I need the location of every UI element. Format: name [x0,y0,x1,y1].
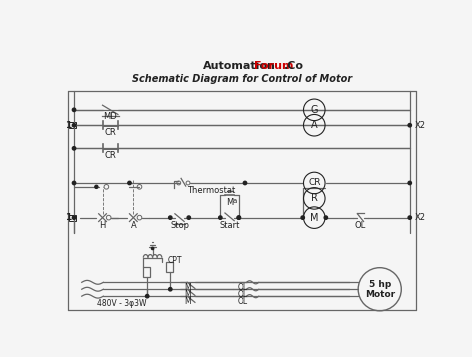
Circle shape [152,247,154,250]
Text: OL: OL [237,283,247,292]
Text: G: G [311,105,318,115]
Text: CPT: CPT [168,256,183,265]
Circle shape [301,216,304,219]
Text: 480V - 3φ3W: 480V - 3φ3W [97,300,147,308]
Circle shape [95,185,98,188]
Circle shape [324,216,328,219]
Circle shape [145,295,149,298]
Text: .Co: .Co [284,61,303,71]
Text: OL: OL [355,221,366,230]
Text: Forum: Forum [254,61,294,71]
Text: CR: CR [104,151,116,160]
Circle shape [237,216,241,219]
Circle shape [408,124,412,127]
Bar [167,262,173,272]
Text: CR: CR [308,178,320,187]
Text: A: A [311,120,318,130]
Circle shape [72,108,76,111]
Circle shape [128,181,131,185]
Circle shape [72,216,76,219]
Text: 5 hp
Motor: 5 hp Motor [365,280,395,299]
Text: M: M [184,290,191,299]
Circle shape [219,216,222,219]
Circle shape [72,147,76,150]
Text: OL: OL [237,290,247,299]
Circle shape [237,216,241,219]
Text: MD: MD [103,112,117,121]
Circle shape [72,181,76,185]
Circle shape [408,181,412,185]
Text: Automation: Automation [202,61,276,71]
Text: M: M [310,213,319,223]
Text: H: H [99,221,106,230]
Text: OL: OL [237,297,247,306]
Text: Thermostat: Thermostat [187,186,236,195]
Circle shape [243,181,247,185]
Circle shape [187,216,191,219]
Text: A: A [130,221,136,230]
Circle shape [169,216,172,219]
Bar [143,267,150,277]
Text: a: a [233,198,237,204]
Text: M: M [184,283,191,292]
Text: CR: CR [104,128,116,137]
Text: 1: 1 [65,121,71,130]
Text: R: R [311,193,318,203]
Text: 1: 1 [65,213,71,222]
Text: M: M [226,198,233,207]
Text: X2: X2 [414,121,425,130]
Text: M: M [184,297,191,306]
Text: Schematic Diagram for Control of Motor: Schematic Diagram for Control of Motor [132,74,352,84]
Circle shape [72,124,76,127]
Text: Start: Start [219,221,240,230]
Circle shape [408,216,412,219]
Circle shape [169,287,172,291]
Text: X2: X2 [414,213,425,222]
Text: Stop: Stop [170,221,189,230]
